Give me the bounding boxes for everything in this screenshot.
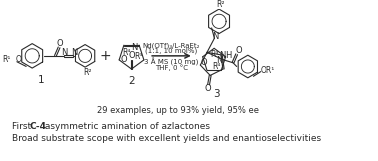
Text: H: H: [225, 51, 232, 60]
Text: R³: R³: [210, 50, 218, 59]
Text: N: N: [62, 48, 68, 57]
Text: N: N: [71, 48, 77, 57]
Text: (1:1, 10 mol%): (1:1, 10 mol%): [145, 48, 198, 54]
Text: THF, 0 °C: THF, 0 °C: [155, 64, 188, 71]
Text: 3: 3: [214, 89, 220, 99]
Text: O: O: [128, 51, 135, 60]
Text: OR¹: OR¹: [260, 66, 274, 75]
Text: 29 examples, up to 93% yield, 95% ee: 29 examples, up to 93% yield, 95% ee: [97, 106, 259, 115]
Text: N: N: [212, 32, 218, 41]
Text: O: O: [57, 39, 64, 48]
Text: R⁴: R⁴: [122, 48, 131, 57]
Text: R²: R²: [217, 0, 225, 9]
Text: R²: R²: [84, 68, 92, 77]
Text: R¹: R¹: [2, 55, 10, 64]
Text: First: First: [12, 122, 34, 131]
Text: ,,: ,,: [208, 48, 212, 53]
Text: O: O: [16, 55, 22, 64]
Text: R⁴: R⁴: [212, 62, 220, 71]
Text: Broad substrate scope with excellent yields and enantioselectivities: Broad substrate scope with excellent yie…: [12, 134, 321, 143]
Text: Nd(OTf)₃/L-RaEt₂: Nd(OTf)₃/L-RaEt₂: [143, 42, 200, 49]
Text: asymmetric amination of azlactones: asymmetric amination of azlactones: [42, 122, 211, 131]
Text: O: O: [201, 58, 208, 67]
Text: C-4: C-4: [29, 122, 46, 131]
Text: N: N: [131, 43, 138, 52]
Text: O: O: [204, 84, 211, 93]
Text: N: N: [218, 51, 225, 60]
Text: O: O: [235, 46, 242, 55]
Text: 1: 1: [38, 75, 45, 85]
Text: +: +: [100, 49, 112, 63]
Text: 3 Å MS (10 mg): 3 Å MS (10 mg): [144, 57, 198, 66]
Text: O: O: [121, 55, 127, 64]
Text: N: N: [216, 56, 222, 65]
Text: 2: 2: [128, 76, 135, 86]
Text: R³: R³: [134, 52, 143, 61]
